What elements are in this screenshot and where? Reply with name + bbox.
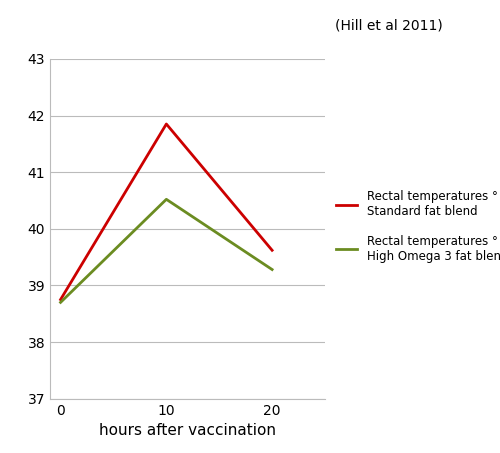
X-axis label: hours after vaccination: hours after vaccination bbox=[99, 423, 276, 438]
Legend: Rectal temperatures °
Standard fat blend, Rectal temperatures °
High Omega 3 fat: Rectal temperatures ° Standard fat blend… bbox=[336, 190, 500, 263]
Text: (Hill et al 2011): (Hill et al 2011) bbox=[335, 18, 443, 32]
